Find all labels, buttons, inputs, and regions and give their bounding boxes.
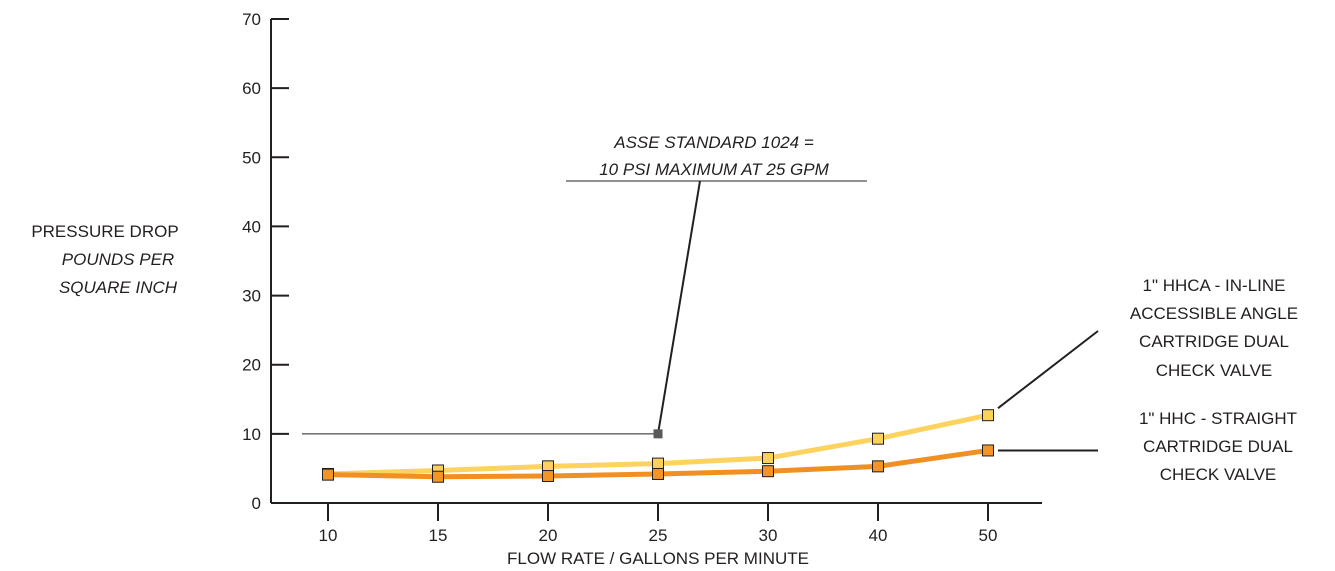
y-tick-label: 60 (242, 79, 261, 98)
series-1-point (982, 444, 994, 457)
x-tick-label: 50 (979, 526, 998, 545)
x-axis-title: FLOW RATE / GALLONS PER MINUTE (507, 549, 809, 568)
callout-line-hhca (997, 330, 1099, 409)
series-label-hhc: 1" HHC - STRAIGHT CARTRIDGE DUAL CHECK V… (1139, 409, 1297, 484)
series-1-point (762, 465, 774, 478)
y-axis-ticks: 0 10 20 30 40 50 60 70 (242, 10, 289, 513)
y-tick-label: 70 (242, 10, 261, 29)
series-1-point (322, 468, 334, 481)
x-tick-label: 30 (759, 526, 778, 545)
series-1-point (652, 467, 664, 480)
annotation-point (653, 429, 663, 439)
series-layer (322, 409, 994, 483)
x-tick-label: 10 (319, 526, 338, 545)
series-label-hhca-line-4: CHECK VALVE (1156, 361, 1273, 380)
series-label-hhca-line-2: ACCESSIBLE ANGLE (1130, 304, 1298, 323)
x-tick-label: 25 (649, 526, 668, 545)
series-0-point (652, 457, 664, 470)
series-0-point (762, 452, 774, 465)
x-tick-label: 40 (869, 526, 888, 545)
y-tick-label: 0 (252, 494, 261, 513)
y-tick-label: 10 (242, 425, 261, 444)
series-label-hhc-line-1: 1" HHC - STRAIGHT (1139, 409, 1297, 428)
y-tick-label: 20 (242, 356, 261, 375)
y-tick-label: 30 (242, 287, 261, 306)
series-0-point (872, 432, 884, 445)
series-0-point (982, 409, 994, 422)
y-axis-title-line-1: PRESSURE DROP (31, 222, 178, 241)
annotation-leader-line (657, 180, 701, 435)
series-label-hhca: 1" HHCA - IN-LINE ACCESSIBLE ANGLE CARTR… (1130, 276, 1298, 380)
series-1-point (872, 460, 884, 473)
annotation-marks (302, 180, 701, 439)
series-1-point (542, 470, 554, 483)
series-label-hhc-line-3: CHECK VALVE (1160, 465, 1277, 484)
series-label-hhc-line-2: CARTRIDGE DUAL (1143, 437, 1293, 456)
series-1-point (432, 470, 444, 483)
y-tick-label: 40 (242, 217, 261, 236)
y-axis-title-line-3: SQUARE INCH (59, 278, 178, 297)
y-axis-title-line-2: POUNDS PER (62, 250, 174, 269)
series-label-hhca-line-3: CARTRIDGE DUAL (1139, 332, 1289, 351)
series-callout-lines (997, 330, 1099, 452)
y-tick-label: 50 (242, 148, 261, 167)
x-tick-label: 15 (429, 526, 448, 545)
series-label-hhca-line-1: 1" HHCA - IN-LINE (1142, 276, 1285, 295)
annotation-line-1: ASSE STANDARD 1024 = (613, 133, 814, 152)
x-axis-ticks: 10 15 20 25 30 40 50 (319, 503, 998, 545)
annotation-line-2: 10 PSI MAXIMUM AT 25 GPM (599, 160, 829, 179)
x-tick-label: 20 (539, 526, 558, 545)
